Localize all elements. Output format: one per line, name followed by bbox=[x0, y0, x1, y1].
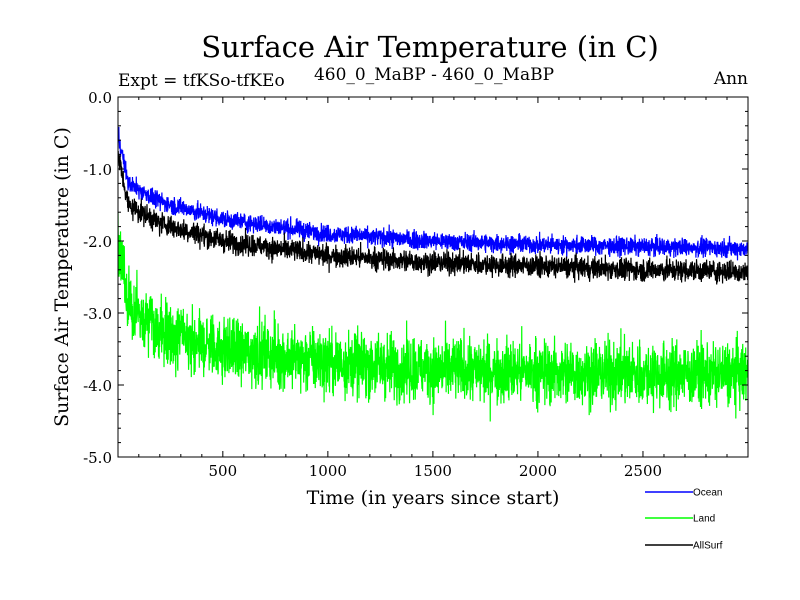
legend-label-land: Land bbox=[693, 514, 715, 525]
series-line-allsurf bbox=[118, 151, 748, 285]
chart-subtitle-left: Expt = tfKSo-tfKEo bbox=[118, 71, 285, 91]
legend: Ocean Land AllSurf bbox=[645, 488, 723, 552]
y-axis-label: Surface Air Temperature (in C) bbox=[51, 127, 73, 427]
y-tick-label: -4.0 bbox=[83, 377, 112, 395]
chart-title: Surface Air Temperature (in C) bbox=[201, 30, 659, 64]
x-tick-label: 1500 bbox=[414, 462, 452, 480]
y-tick-label: -3.0 bbox=[83, 305, 112, 323]
plot-area bbox=[117, 96, 749, 458]
x-tick-label: 2000 bbox=[519, 462, 557, 480]
x-tick-label: 2500 bbox=[624, 462, 662, 480]
y-tick-label: 0.0 bbox=[88, 89, 112, 107]
y-tick-label: -1.0 bbox=[83, 161, 112, 179]
chart-subtitle-right: Ann bbox=[713, 69, 748, 89]
y-tick-label: -2.0 bbox=[83, 233, 112, 251]
legend-label-ocean: Ocean bbox=[693, 488, 722, 499]
legend-label-allsurf: AllSurf bbox=[693, 541, 723, 552]
y-axis: 0.0 -1.0 -2.0 -3.0 -4.0 -5.0 bbox=[83, 89, 748, 467]
series-line-ocean bbox=[118, 126, 748, 261]
y-tick-label: -5.0 bbox=[83, 449, 112, 467]
x-tick-label: 1000 bbox=[309, 462, 347, 480]
series-line-land bbox=[118, 212, 748, 422]
x-tick-label: 500 bbox=[209, 462, 238, 480]
chart-subtitle-center: 460_0_MaBP - 460_0_MaBP bbox=[314, 65, 554, 85]
x-axis: 500 1000 1500 2000 2500 bbox=[138, 97, 728, 480]
x-axis-label: Time (in years since start) bbox=[307, 487, 560, 509]
